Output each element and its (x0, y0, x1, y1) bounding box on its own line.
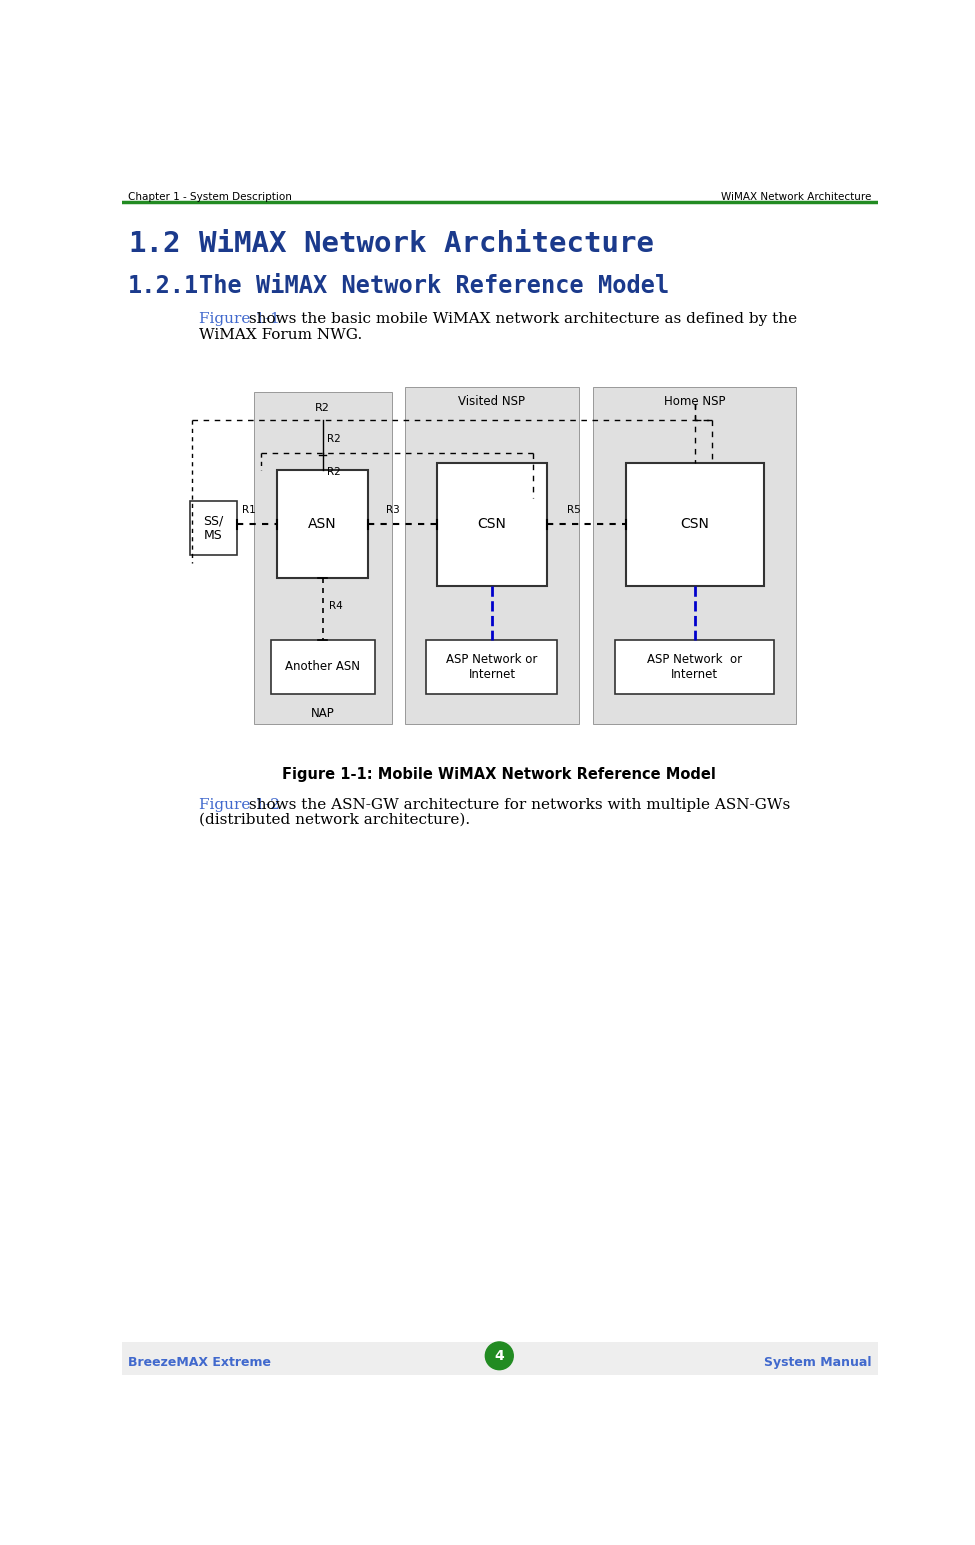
FancyBboxPatch shape (122, 1343, 878, 1375)
FancyBboxPatch shape (277, 470, 369, 578)
Text: Figure 1-1: Figure 1-1 (199, 312, 280, 326)
Text: Figure 1-1: Mobile WiMAX Network Reference Model: Figure 1-1: Mobile WiMAX Network Referen… (283, 766, 717, 782)
Text: Another ASN: Another ASN (285, 660, 360, 674)
Text: WiMAX Forum NWG.: WiMAX Forum NWG. (199, 328, 363, 341)
Text: ASP Network or
Internet: ASP Network or Internet (447, 652, 537, 681)
Text: 4: 4 (494, 1349, 504, 1363)
Text: CSN: CSN (478, 518, 506, 531)
Text: Figure 1-2: Figure 1-2 (199, 797, 280, 811)
FancyBboxPatch shape (190, 501, 237, 555)
Text: R2: R2 (328, 434, 341, 443)
Text: shows the basic mobile WiMAX network architecture as defined by the: shows the basic mobile WiMAX network arc… (244, 312, 797, 326)
Text: R5: R5 (567, 505, 581, 514)
Text: CSN: CSN (681, 518, 709, 531)
Text: NAP: NAP (311, 706, 334, 720)
Text: 1.2.1: 1.2.1 (128, 273, 199, 298)
Text: Chapter 1 - System Description: Chapter 1 - System Description (128, 192, 292, 201)
Text: BreezeMAX Extreme: BreezeMAX Extreme (128, 1357, 271, 1369)
FancyBboxPatch shape (254, 392, 392, 725)
FancyBboxPatch shape (626, 462, 763, 586)
Text: SS/
MS: SS/ MS (203, 514, 223, 542)
FancyBboxPatch shape (615, 640, 774, 694)
Text: WiMAX Network Architecture: WiMAX Network Architecture (199, 230, 654, 258)
Text: shows the ASN-GW architecture for networks with multiple ASN-GWs: shows the ASN-GW architecture for networ… (244, 797, 790, 811)
Circle shape (486, 1343, 513, 1370)
Text: Home NSP: Home NSP (664, 396, 725, 408)
Text: ASP Network  or
Internet: ASP Network or Internet (647, 652, 742, 681)
Text: ASN: ASN (308, 518, 337, 531)
Text: R1: R1 (242, 505, 255, 514)
Text: R2: R2 (315, 403, 330, 413)
Text: The WiMAX Network Reference Model: The WiMAX Network Reference Model (199, 273, 670, 298)
Text: 1.2: 1.2 (128, 230, 180, 258)
Text: R2: R2 (328, 467, 341, 477)
Text: R4: R4 (329, 601, 342, 610)
FancyBboxPatch shape (426, 640, 558, 694)
FancyBboxPatch shape (271, 640, 374, 694)
Text: WiMAX Network Architecture: WiMAX Network Architecture (721, 192, 872, 201)
FancyBboxPatch shape (438, 462, 547, 586)
FancyBboxPatch shape (593, 388, 797, 725)
Text: System Manual: System Manual (763, 1357, 872, 1369)
Text: R3: R3 (385, 505, 400, 514)
Text: Visited NSP: Visited NSP (458, 396, 526, 408)
Text: (distributed network architecture).: (distributed network architecture). (199, 813, 471, 827)
FancyBboxPatch shape (405, 388, 579, 725)
